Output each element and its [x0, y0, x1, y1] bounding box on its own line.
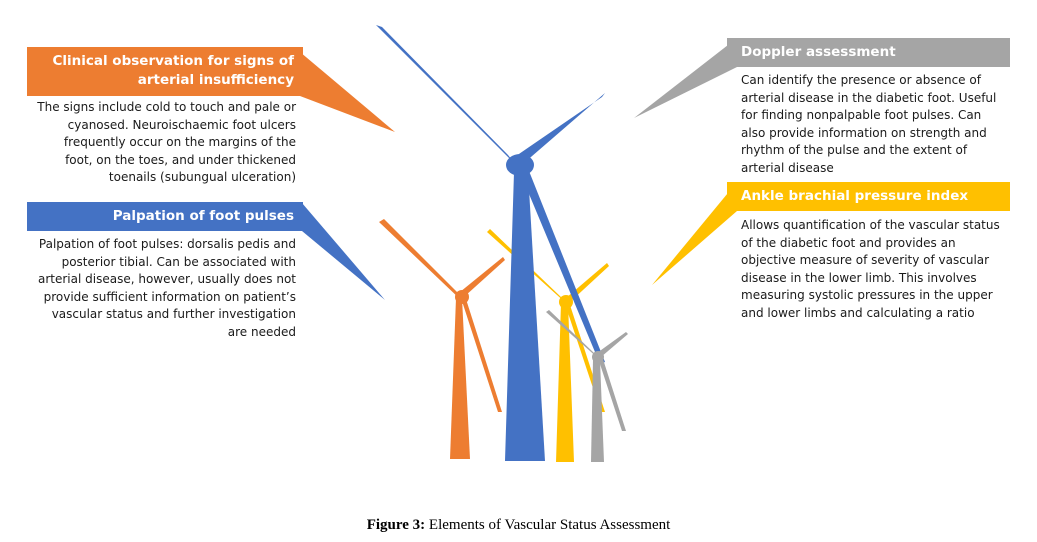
blue-turbine — [376, 25, 605, 461]
clinical-description: The signs include cold to touch and pale… — [37, 100, 296, 185]
palpation-title: Palpation of foot pulses — [112, 208, 294, 224]
clinical-banner: Clinical observation for signs of arteri… — [27, 47, 303, 96]
clinical-title-line1: Clinical observation for signs of — [52, 53, 294, 69]
palpation-pointer — [302, 203, 385, 300]
doppler-description: Can identify the presence or absence of … — [741, 73, 997, 175]
palpation-description: Palpation of foot pulses: dorsalis pedis… — [38, 237, 296, 339]
abpi-pointer — [652, 182, 737, 285]
doppler-title: Doppler assessment — [741, 44, 896, 60]
orange-turbine — [379, 219, 505, 459]
gray-turbine — [546, 310, 628, 462]
abpi-title: Ankle brachial pressure index — [741, 188, 969, 204]
figure-caption: Figure 3: Elements of Vascular Status As… — [0, 517, 1037, 534]
abpi-banner: Ankle brachial pressure index — [727, 182, 1010, 211]
abpi-description: Allows quantification of the vascular st… — [741, 218, 1000, 320]
clinical-title-line2: arterial insufficiency — [137, 72, 294, 88]
caption-text: Elements of Vascular Status Assessment — [425, 517, 671, 533]
yellow-turbine — [487, 229, 609, 462]
caption-label: Figure 3: — [366, 517, 426, 533]
doppler-banner: Doppler assessment — [727, 38, 1010, 67]
doppler-pointer — [634, 38, 737, 118]
palpation-banner: Palpation of foot pulses — [27, 202, 303, 231]
clinical-pointer — [300, 52, 395, 132]
